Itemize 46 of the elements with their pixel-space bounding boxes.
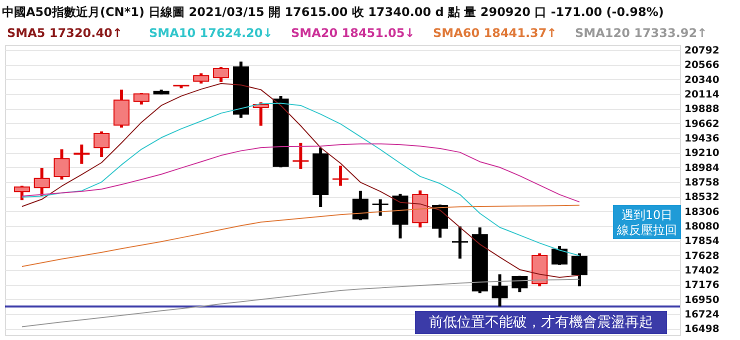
text: SMA5 17320.40↑: [7, 26, 122, 40]
candlestick: [372, 199, 388, 216]
text: SMA120 17333.92↑: [575, 26, 708, 40]
candlestick: [492, 274, 508, 306]
candlestick: [133, 92, 150, 104]
y-tick-label: 18532: [684, 192, 720, 204]
candlestick: [292, 142, 309, 169]
y-tick-label: 17176: [684, 280, 720, 292]
candlestick: [213, 66, 230, 82]
text: 遇到10日線反壓拉回: [616, 208, 677, 237]
text: SMA60 18441.37↑: [433, 26, 557, 40]
y-tick-label: 20114: [684, 90, 720, 101]
line-series: [21, 143, 580, 202]
y-tick-label: 19888: [684, 104, 720, 116]
text: SMA20 18451.05↓: [291, 26, 415, 40]
candlestick: [193, 73, 210, 84]
y-tick-label: 20340: [684, 74, 720, 86]
y-tick-label: 16950: [684, 294, 720, 306]
y-tick-label: 19436: [684, 134, 720, 145]
y-tick-label: 16724: [684, 309, 720, 320]
y-tick-label: 19662: [684, 118, 720, 130]
text: SMA10 17624.20↓: [149, 26, 273, 40]
candlestick: [332, 166, 349, 186]
candlestick: [552, 246, 568, 265]
candlestick: [571, 253, 588, 286]
y-tick-label: 19210: [684, 148, 720, 160]
candlestick: [94, 131, 110, 157]
y-tick-label: 18306: [684, 206, 720, 218]
chart-title: 中國A50指數近月(CN*1) 日線圖 2021/03/15 開 17615.00 收 17340.00 d 點 量 290920 口 -171.00 (-0.98%): [2, 5, 664, 19]
y-tick-label: 17402: [684, 265, 720, 276]
candlestick: [512, 276, 528, 292]
y-tick-label: 17628: [684, 250, 720, 262]
y-tick-label: 17854: [684, 236, 720, 248]
candlestick: [452, 226, 468, 259]
annotation: 前低位置不能破，才有機會震盪再起: [429, 314, 653, 330]
candlestick: [14, 186, 30, 200]
y-tick-label: 20566: [684, 60, 720, 72]
y-tick-label: 20792: [684, 46, 720, 57]
y-tick-label: 18758: [684, 178, 720, 189]
candlestick: [34, 168, 50, 196]
y-tick-label: 16498: [684, 324, 720, 336]
y-tick-label: 18080: [684, 222, 720, 233]
candlestick: [54, 149, 70, 180]
candlestick: [432, 204, 448, 238]
candlestick: [352, 190, 368, 220]
y-tick-label: 18984: [684, 162, 720, 174]
